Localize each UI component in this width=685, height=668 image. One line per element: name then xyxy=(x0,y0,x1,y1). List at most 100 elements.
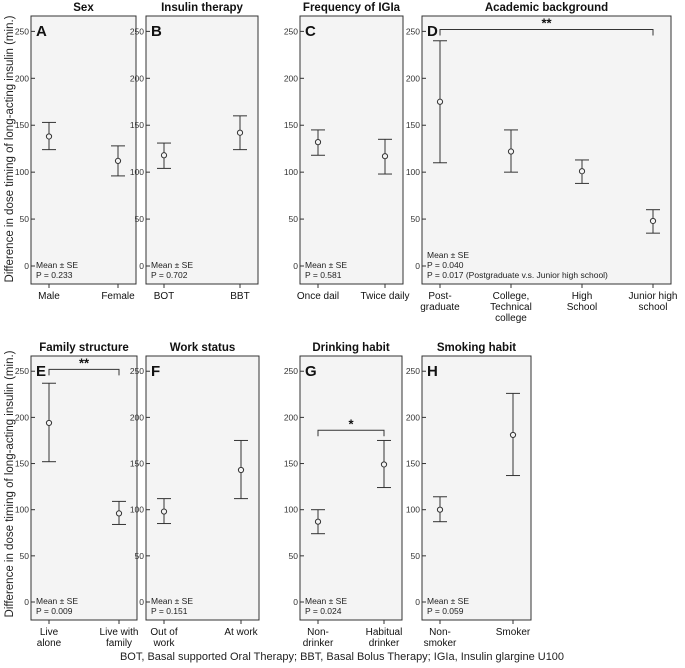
y-tick-label: 0 xyxy=(415,597,420,607)
p-value-extra: P = 0.017 (Postgraduate v.s. Junior high… xyxy=(427,270,608,280)
mean-point-1 xyxy=(314,139,322,146)
y-tick-label: 0 xyxy=(24,597,29,607)
x-tick-label: Male xyxy=(38,291,60,302)
y-tick-label: 0 xyxy=(24,261,29,271)
panel-title: Smoking habit xyxy=(437,342,516,354)
mean-point-2 xyxy=(381,153,389,160)
mean-point-2 xyxy=(114,157,122,164)
p-value: P = 0.233 xyxy=(36,270,73,280)
y-tick-label: 100 xyxy=(406,167,420,177)
y-tick-label: 200 xyxy=(406,73,420,83)
panel-letter: B xyxy=(151,23,162,40)
significance-bracket xyxy=(48,368,120,376)
x-tick-label: Live with family xyxy=(100,627,139,649)
y-tick-label: 200 xyxy=(284,412,298,422)
panel-h: Smoking habit H 0 50 100 150 200 250 Non-smoker S… xyxy=(406,342,532,649)
panel-a: Sex A 0 50 100 150 200 250 Male Female Mean ± SEP … xyxy=(15,2,137,302)
p-value: P = 0.702 xyxy=(151,270,188,280)
y-tick-label: 100 xyxy=(15,167,29,177)
mean-point-2 xyxy=(507,148,515,155)
y-tick-label: 100 xyxy=(406,505,420,515)
p-value: P = 0.581 xyxy=(305,270,342,280)
x-tick-label: Post-graduate xyxy=(420,291,460,313)
panel-letter: H xyxy=(427,363,438,380)
mean-point-4 xyxy=(649,217,657,225)
mean-point-1 xyxy=(436,506,444,513)
panel-b: Insulin therapy B 0 50 100 150 200 250 BOT BBT Mea… xyxy=(130,2,259,302)
y-tick-label: 150 xyxy=(15,120,29,130)
y-tick-label: 150 xyxy=(130,459,144,469)
x-tick-label: BOT xyxy=(154,291,175,302)
y-tick-label: 200 xyxy=(15,73,29,83)
x-tick-label: Smoker xyxy=(496,627,531,638)
x-tick-label: Twice daily xyxy=(361,291,410,302)
significance-bracket xyxy=(317,429,385,437)
stats-label: Mean ± SE xyxy=(151,260,193,270)
stats-label: Mean ± SE xyxy=(305,596,347,606)
plot-frame xyxy=(145,355,260,621)
y-tick-label: 50 xyxy=(20,551,30,561)
p-value: P = 0.040 xyxy=(427,260,464,270)
significance-label: * xyxy=(348,416,354,431)
mean-point-1 xyxy=(45,133,53,140)
y-tick-label: 0 xyxy=(293,597,298,607)
stats-label: Mean ± SE xyxy=(427,596,469,606)
p-value: P = 0.151 xyxy=(151,606,188,616)
stats-label: Mean ± SE xyxy=(305,260,347,270)
y-tick-label: 50 xyxy=(411,214,421,224)
significance-label: ** xyxy=(541,16,552,31)
x-tick-label: Non-drinker xyxy=(303,627,334,649)
panel-title: Frequency of IGIa xyxy=(303,2,401,14)
panel-letter: C xyxy=(305,23,316,40)
mean-point-1 xyxy=(160,152,168,159)
panel-letter: E xyxy=(36,363,46,380)
plot-frame xyxy=(421,15,672,285)
panel-g: Drinking habit G 0 50 100 150 200 250 Non-drinke… xyxy=(284,342,403,649)
plot-frame xyxy=(299,15,404,285)
x-tick-label: Female xyxy=(101,291,135,302)
panel-title: Work status xyxy=(170,342,236,354)
y-tick-label: 200 xyxy=(15,412,29,422)
panel-title: Academic background xyxy=(485,2,608,14)
y-tick-label: 100 xyxy=(284,505,298,515)
mean-point-2 xyxy=(509,431,517,439)
panel-title: Sex xyxy=(73,2,94,14)
y-tick-label: 50 xyxy=(20,214,30,224)
plot-frame xyxy=(421,355,532,621)
y-tick-label: 250 xyxy=(15,26,29,36)
x-tick-label: Habitual drinker xyxy=(366,627,403,649)
mean-point-3 xyxy=(578,168,586,175)
mean-point-2 xyxy=(236,129,244,136)
mean-point-1 xyxy=(314,518,322,525)
y-axis-label-bottom: Difference in dose timing of long-acting… xyxy=(4,350,16,617)
panel-d: Academic background D 0 50 100 150 200 250 Post-… xyxy=(406,2,678,324)
mean-point-1 xyxy=(436,98,444,105)
y-tick-label: 150 xyxy=(406,120,420,130)
stats-label: Mean ± SE xyxy=(36,260,78,270)
mean-point-2 xyxy=(380,461,388,468)
stats-label: Mean ± SE xyxy=(151,596,193,606)
significance-bracket xyxy=(439,29,654,36)
p-value: P = 0.059 xyxy=(427,606,464,616)
x-tick-label: Non-smoker xyxy=(424,627,457,649)
y-tick-label: 50 xyxy=(289,214,299,224)
y-tick-label: 0 xyxy=(139,597,144,607)
panel-letter: G xyxy=(305,363,317,380)
panel-e: Family structure E 0 50 100 150 200 250 Live alon… xyxy=(15,342,139,649)
y-tick-label: 0 xyxy=(293,261,298,271)
y-tick-label: 0 xyxy=(415,261,420,271)
x-tick-label: At work xyxy=(224,627,258,638)
y-tick-label: 150 xyxy=(284,459,298,469)
y-tick-label: 150 xyxy=(130,120,144,130)
x-tick-label: Live alone xyxy=(37,627,62,649)
y-tick-label: 100 xyxy=(284,167,298,177)
y-tick-label: 150 xyxy=(406,459,420,469)
stats-label: Mean ± SE xyxy=(427,250,469,260)
panel-letter: F xyxy=(151,363,160,380)
y-tick-label: 50 xyxy=(289,551,299,561)
mean-point-1 xyxy=(160,508,168,515)
significance-label: ** xyxy=(79,355,90,370)
x-tick-label: College, Technical college xyxy=(490,291,532,324)
